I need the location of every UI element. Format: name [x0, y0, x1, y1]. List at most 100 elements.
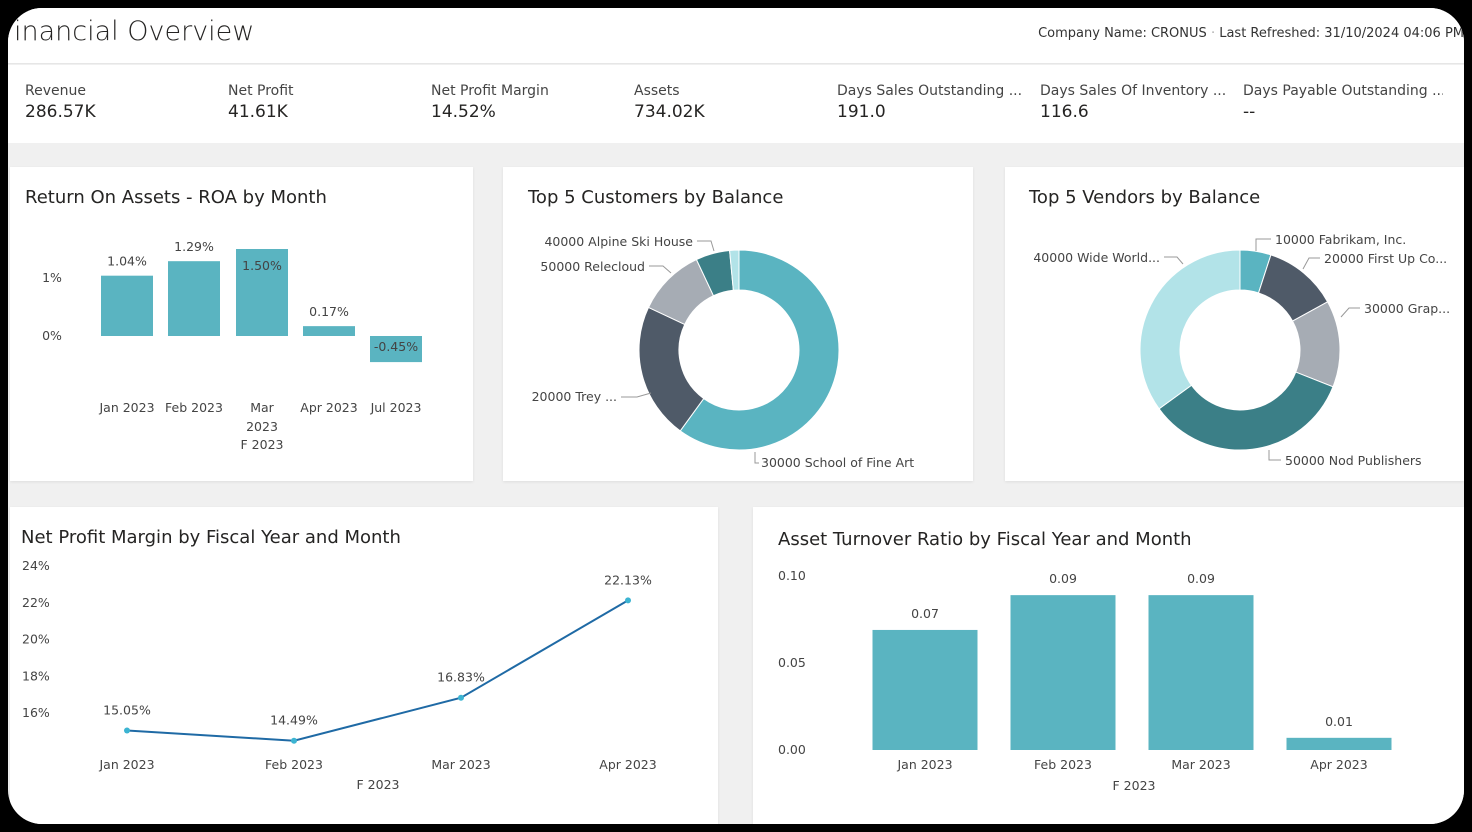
leader-line: [697, 240, 715, 252]
x-tick-label: Mar 2023: [431, 757, 490, 772]
last-refreshed: Last Refreshed: 31/10/2024 04:06 PM: [1219, 26, 1464, 41]
slice-label: 50000 Nod Publishers: [1285, 453, 1422, 468]
x-tick-label: Mar: [250, 400, 274, 415]
donut-slice: [1139, 249, 1241, 410]
data-label: 0.17%: [309, 304, 349, 319]
customers-card: Top 5 Customers by Balance 30000 School …: [503, 167, 973, 481]
kpi-label: Net Profit: [228, 83, 294, 99]
page-header: inancial Overview Company Name: CRONUS ·…: [8, 8, 1464, 64]
donut-slice: [679, 249, 840, 451]
slice-label: 40000 Alpine Ski House: [544, 234, 693, 249]
bar: [370, 336, 422, 363]
data-point: [458, 694, 464, 701]
kpi-days-sales-of-inventory[interactable]: Days Sales Of Inventory ... 116.6: [1040, 83, 1240, 122]
y-tick-label: 0%: [42, 328, 62, 343]
bar: [1286, 737, 1392, 750]
roa-card: Return On Assets - ROA by Month 0% 1% 1.04…: [10, 167, 473, 481]
bar: [101, 275, 153, 336]
bar: [303, 326, 355, 336]
asset-turnover-card: Asset Turnover Ratio by Fiscal Year and …: [753, 507, 1464, 824]
donut-slice: [638, 306, 705, 432]
slice-label: 40000 Wide World...: [1033, 250, 1160, 265]
slice-label: 20000 Trey ...: [532, 389, 617, 404]
card-title: Net Profit Margin by Fiscal Year and Mon…: [21, 527, 401, 548]
kpi-label: Days Sales Outstanding ...: [837, 83, 1023, 99]
slice-label: 30000 Grap...: [1364, 301, 1450, 316]
card-title: Return On Assets - ROA by Month: [25, 187, 327, 208]
kpi-days-payable-outstanding[interactable]: Days Payable Outstanding ... --: [1243, 83, 1443, 122]
series-line: [126, 599, 629, 742]
page-title: inancial Overview: [14, 16, 255, 47]
slice-label: 20000 First Up Co...: [1324, 251, 1447, 266]
data-label: 15.05%: [103, 702, 151, 717]
x-tick-label: Jan 2023: [98, 757, 154, 772]
kpi-label: Assets: [634, 83, 680, 99]
data-label: 0.07: [911, 606, 939, 621]
slice-label: 10000 Fabrikam, Inc.: [1275, 232, 1406, 247]
slice-label: 30000 School of Fine Art: [761, 455, 914, 470]
kpi-label: Revenue: [25, 83, 86, 99]
company-name: Company Name: CRONUS: [1038, 26, 1207, 41]
y-tick-label: 22%: [22, 595, 50, 610]
kpi-value: 116.6: [1040, 102, 1089, 122]
data-label: 16.83%: [437, 670, 485, 685]
data-label: 1.04%: [107, 254, 147, 269]
vendors-card: Top 5 Vendors by Balance 10000 Fabrikam,…: [1005, 167, 1464, 481]
kpi-label: Days Sales Of Inventory ...: [1040, 83, 1227, 99]
data-label: 0.01: [1325, 714, 1353, 729]
kpi-value: 286.57K: [25, 102, 96, 122]
x-tick-label: Feb 2023: [1034, 757, 1092, 772]
y-tick-label: 24%: [22, 558, 50, 573]
kpi-assets[interactable]: Assets 734.02K: [634, 83, 834, 122]
kpi-value: 734.02K: [634, 102, 705, 122]
y-tick-label: 1%: [42, 270, 62, 285]
kpi-net-profit-margin[interactable]: Net Profit Margin 14.52%: [431, 83, 631, 122]
kpi-days-sales-outstanding[interactable]: Days Sales Outstanding ... 191.0: [837, 83, 1037, 122]
bar: [236, 249, 288, 336]
bar: [1148, 595, 1254, 750]
data-label: -0.45%: [374, 339, 418, 354]
x-tick-label: Jan 2023: [896, 757, 952, 772]
data-label: 14.49%: [270, 713, 318, 728]
data-point: [291, 737, 297, 744]
y-tick-label: 18%: [22, 668, 50, 683]
data-label: 1.50%: [242, 258, 282, 273]
x-tick-label: Apr 2023: [300, 400, 357, 415]
leader-line: [1302, 257, 1320, 270]
x-tick-label: Feb 2023: [165, 400, 223, 415]
x-tick-label: Jan 2023: [98, 400, 154, 415]
leader-line: [649, 265, 672, 274]
data-point: [625, 597, 631, 604]
kpi-value: 191.0: [837, 102, 886, 122]
donut-slice: [1158, 371, 1334, 451]
roa-bar-chart: 0% 1% 1.04% Jan 2023 1.29% Feb 2023 1.50% Mar 20…: [42, 239, 422, 452]
bar: [168, 261, 220, 336]
kpi-revenue[interactable]: Revenue 286.57K: [25, 83, 225, 122]
slice-label: 50000 Relecloud: [540, 259, 645, 274]
vendors-donut-chart: 10000 Fabrikam, Inc. 20000 First Up Co...…: [1033, 232, 1450, 468]
kpi-net-profit[interactable]: Net Profit 41.61K: [228, 83, 428, 122]
asset-turnover-bar-chart: 0.00 0.05 0.10 0.07 Jan 2023 0.09 Feb 2023 0.09…: [778, 568, 1392, 793]
data-label: 22.13%: [604, 572, 652, 587]
x-tick-label: Jul 2023: [370, 400, 422, 415]
leader-line: [1340, 307, 1360, 318]
bar: [1010, 595, 1116, 750]
separator: ·: [1210, 26, 1216, 41]
leader-line: [621, 392, 652, 398]
data-label: 1.29%: [174, 239, 214, 254]
leader-line: [1268, 450, 1281, 461]
x-tick-label: Mar 2023: [1171, 757, 1230, 772]
data-label: 0.09: [1187, 571, 1215, 586]
customers-donut-chart: 30000 School of Fine Art 20000 Trey ... 50…: [532, 234, 915, 470]
kpi-label: Days Payable Outstanding ...: [1243, 83, 1443, 99]
card-title: Top 5 Customers by Balance: [528, 187, 784, 208]
kpi-value: --: [1243, 102, 1256, 122]
x-tick-label: Feb 2023: [265, 757, 323, 772]
card-title: Top 5 Vendors by Balance: [1029, 187, 1261, 208]
x-tick-label: Apr 2023: [1310, 757, 1367, 772]
kpi-strip: Revenue 286.57K Net Profit 41.61K Net Prof…: [8, 65, 1464, 143]
x-group-label: F 2023: [1113, 778, 1156, 793]
donut-slice: [729, 249, 740, 291]
x-tick-label: Apr 2023: [599, 757, 656, 772]
kpi-label: Net Profit Margin: [431, 83, 549, 99]
